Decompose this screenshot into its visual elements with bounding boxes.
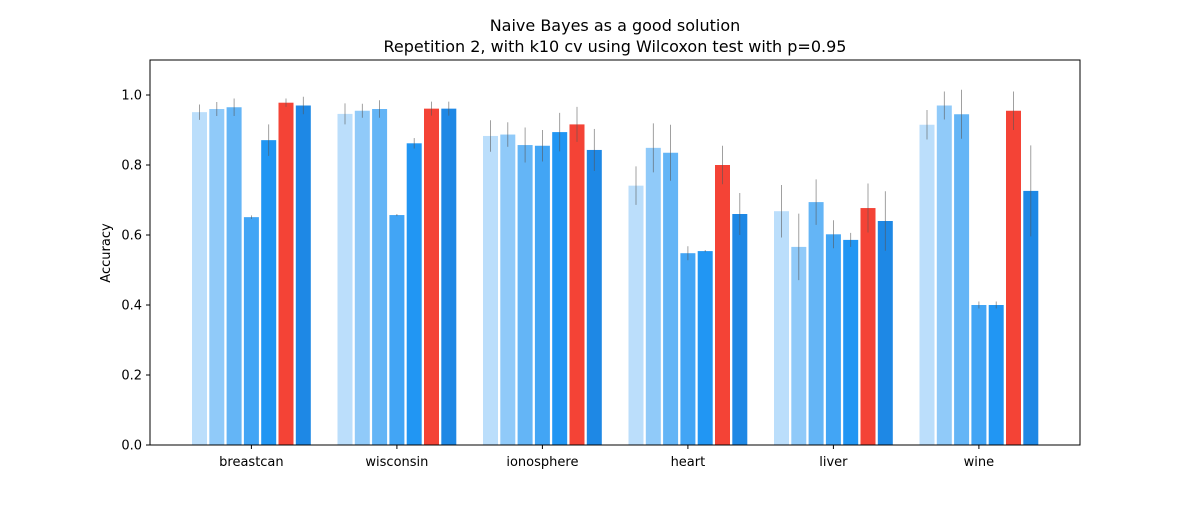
bar-breastcan-s2 [209, 109, 225, 445]
y-tick-label: 1.0 [121, 89, 142, 104]
bar-wisconsin-s2 [354, 110, 370, 445]
bar-breastcan-s3 [226, 107, 242, 445]
y-axis-label: Accuracy [99, 223, 114, 283]
bar-heart-s2 [645, 147, 661, 445]
bar-liver-s3 [808, 202, 824, 445]
bar-wisconsin-s6 [424, 108, 439, 446]
error-bars-layer [199, 89, 1032, 309]
chart-subtitle: Repetition 2, with k10 cv using Wilcoxon… [384, 37, 847, 56]
bar-wisconsin-s5 [406, 143, 422, 446]
bar-wine-s4 [971, 305, 987, 445]
bar-ionosphere-s4 [534, 145, 550, 445]
bar-liver-s6 [860, 208, 876, 445]
bar-liver-s1 [774, 211, 789, 445]
bar-ionosphere-s7 [586, 149, 602, 445]
bar-ionosphere-s5 [552, 132, 568, 445]
bar-heart-s5 [697, 251, 713, 445]
bar-wisconsin-s4 [389, 215, 405, 445]
bar-ionosphere-s2 [500, 134, 516, 446]
bar-breastcan-s1 [192, 112, 207, 446]
x-tick-label-liver: liver [819, 455, 848, 470]
bar-wine-s6 [1006, 110, 1021, 445]
bar-heart-s1 [628, 185, 644, 445]
bar-ionosphere-s6 [569, 124, 585, 446]
bar-ionosphere-s1 [483, 135, 498, 445]
bar-heart-s7 [732, 214, 748, 445]
bar-heart-s3 [663, 152, 679, 445]
y-tick-label: 0.8 [121, 159, 142, 174]
bar-breastcan-s7 [295, 105, 311, 445]
bar-wine-s7 [1023, 190, 1039, 445]
y-tick-label: 0.0 [121, 439, 142, 454]
bar-wine-s3 [954, 114, 970, 445]
bar-wine-s2 [936, 105, 952, 445]
y-tick-label: 0.2 [121, 369, 142, 384]
bar-breastcan-s4 [243, 217, 259, 445]
bar-breastcan-s6 [278, 102, 294, 445]
x-tick-label-heart: heart [671, 455, 706, 470]
y-tick-label: 0.4 [121, 299, 142, 314]
bar-liver-s7 [877, 221, 893, 445]
x-tick-label-wine: wine [964, 455, 994, 470]
chart-title: Naive Bayes as a good solution [490, 16, 741, 35]
bar-wine-s1 [919, 124, 935, 445]
bar-wisconsin-s1 [337, 113, 353, 446]
bar-breastcan-s5 [261, 140, 277, 445]
x-tick-label-wisconsin: wisconsin [365, 455, 428, 470]
bar-wisconsin-s7 [441, 108, 457, 446]
x-tick-label-breastcan: breastcan [219, 455, 284, 470]
plot-frame [149, 59, 1081, 446]
axes-layer: 0.0 0.2 0.4 0.6 0.8 1.0 breastcan wisconsin iono… [121, 59, 1081, 470]
bars-layer [192, 102, 1039, 446]
bar-liver-s5 [843, 239, 859, 445]
bar-wine-s5 [988, 305, 1004, 445]
bar-heart-s6 [715, 165, 730, 445]
bar-heart-s4 [680, 253, 696, 445]
bar-liver-s2 [791, 246, 807, 445]
bar-wisconsin-s3 [372, 109, 388, 445]
bar-liver-s4 [825, 234, 841, 445]
x-tick-label-ionosphere: ionosphere [506, 455, 578, 470]
y-tick-label: 0.6 [121, 229, 142, 244]
bar-ionosphere-s3 [517, 145, 533, 446]
